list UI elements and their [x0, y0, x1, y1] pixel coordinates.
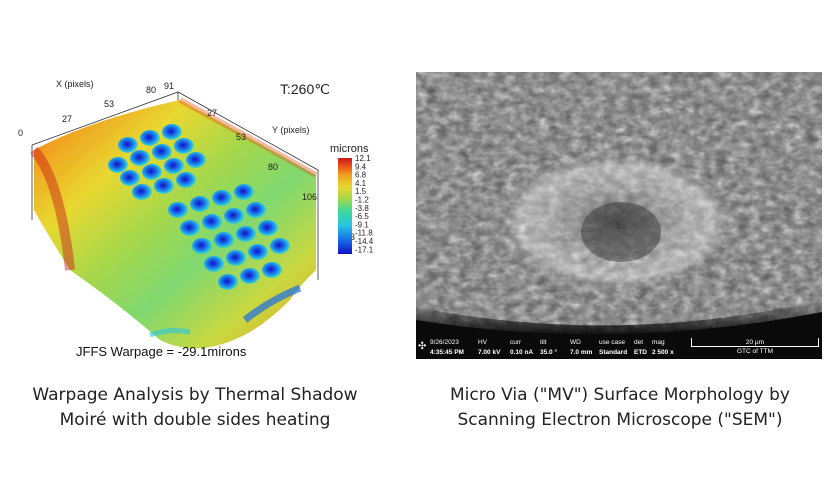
warpage-surface	[34, 100, 316, 349]
sem-info-bar: ✣ 9/26/2023 4:35:45 PM HV 7.00 kV curr 0.10…	[416, 337, 822, 359]
right-caption: Micro Via ("MV") Surface Morphology by S…	[450, 385, 790, 430]
info-tilt: tilt 35.0 °	[540, 339, 558, 356]
colorbar-ticks: 12.19.46.84.11.5-1.2-3.8-6.5-9.1-11.8-14…	[355, 154, 374, 254]
info-det: det ETD	[634, 339, 647, 356]
colorbar-tick: -9.1	[355, 220, 369, 229]
colorbar-tick: -1.2	[355, 196, 369, 205]
info-wd: WD 7.0 mm	[570, 339, 593, 356]
sem-image	[416, 72, 822, 337]
instrument-logo-icon: ✣	[418, 341, 427, 352]
colorbar-tick: 1.5	[355, 187, 367, 196]
scale-bar: 20 μm	[691, 338, 819, 347]
y-tick-53: 53	[236, 132, 246, 142]
sem-figure: ✣ 9/26/2023 4:35:45 PM HV 7.00 kV curr 0.10…	[416, 72, 822, 359]
warpage-plot: X (pixels) 0 27 53 80 91 Y (pixels) 27 5…	[18, 79, 374, 359]
colorbar-title: microns	[330, 143, 369, 155]
colorbar-tick: 12.1	[355, 154, 371, 163]
y-tick-80: 80	[268, 162, 278, 172]
x-tick-91: 91	[164, 81, 174, 91]
info-datetime: 9/26/2023 4:35:45 PM	[430, 339, 464, 356]
temperature-label: T:260℃	[280, 81, 330, 97]
left-caption: Warpage Analysis by Thermal Shadow Moiré…	[32, 385, 358, 430]
colorbar	[338, 158, 352, 254]
y-axis-label: Y (pixels)	[272, 125, 309, 135]
micro-via-crater	[496, 152, 736, 292]
colorbar-tick: -6.5	[355, 212, 369, 221]
info-curr: curr 0.10 nA	[510, 339, 534, 356]
colorbar-tick: 4.1	[355, 179, 367, 188]
x-tick-27: 27	[62, 114, 72, 124]
dimple-array-upper	[108, 124, 206, 200]
x-axis-label: X (pixels)	[56, 79, 94, 89]
x-tick-80: 80	[146, 85, 156, 95]
x-tick-0: 0	[18, 128, 23, 138]
info-hv: HV 7.00 kV	[478, 339, 501, 356]
dimple-array-lower	[168, 184, 290, 290]
info-usecase: use case Standard	[599, 339, 628, 356]
warpage-figure: X (pixels) 0 27 53 80 91 Y (pixels) 27 5…	[0, 70, 385, 370]
colorbar-tick: -17.1	[355, 245, 374, 254]
colorbar-tick: -14.4	[355, 237, 374, 246]
info-mag: mag 2 500 x	[652, 339, 674, 356]
x-tick-53: 53	[104, 99, 114, 109]
colorbar-tick: -3.8	[355, 204, 369, 213]
colorbar-tick: -11.8	[355, 229, 373, 238]
colorbar-tick: 9.4	[355, 162, 367, 171]
warpage-value: JFFS Warpage = -29.1mirons	[76, 344, 247, 359]
y-tick-106: 106	[302, 192, 317, 202]
colorbar-tick: 6.8	[355, 171, 367, 180]
y-tick-27: 27	[207, 108, 217, 118]
info-scale: 20 μm GTC of TTM	[691, 338, 819, 357]
